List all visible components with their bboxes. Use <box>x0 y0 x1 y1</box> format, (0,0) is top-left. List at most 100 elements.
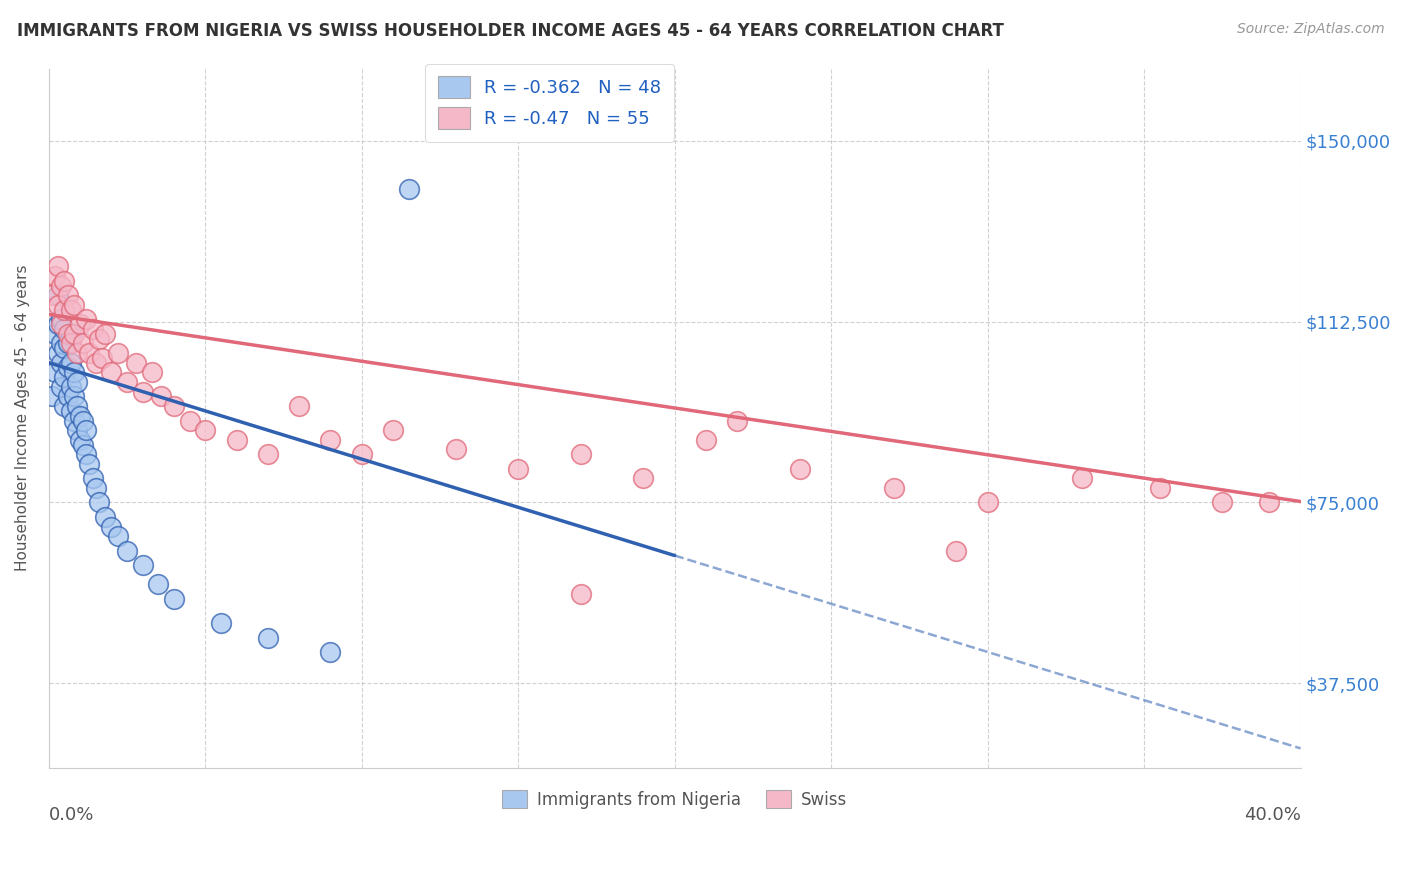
Point <box>56 389 79 403</box>
Point <box>56 336 79 351</box>
Point <box>59 302 82 317</box>
Point <box>107 346 129 360</box>
Point <box>51 312 73 326</box>
Legend: Immigrants from Nigeria, Swiss: Immigrants from Nigeria, Swiss <box>495 784 853 815</box>
Point <box>87 332 110 346</box>
Point <box>69 317 91 331</box>
Point <box>569 447 592 461</box>
Point <box>163 591 186 606</box>
Point <box>115 375 138 389</box>
Point <box>1211 495 1233 509</box>
Point <box>46 346 69 360</box>
Point <box>179 413 201 427</box>
Y-axis label: Householder Income Ages 45 - 64 years: Householder Income Ages 45 - 64 years <box>15 265 30 572</box>
Point <box>56 360 79 375</box>
Text: 0.0%: 0.0% <box>49 806 94 824</box>
Point <box>53 399 76 413</box>
Point <box>69 433 91 447</box>
Point <box>350 447 373 461</box>
Point <box>115 543 138 558</box>
Point <box>66 346 89 360</box>
Point <box>82 471 104 485</box>
Point <box>53 341 76 355</box>
Point <box>72 336 94 351</box>
Point <box>51 317 73 331</box>
Point <box>59 404 82 418</box>
Point <box>46 288 69 302</box>
Point <box>62 413 84 427</box>
Point <box>53 302 76 317</box>
Point <box>225 433 247 447</box>
Point <box>319 645 342 659</box>
Point <box>59 356 82 370</box>
Point <box>107 529 129 543</box>
Point <box>163 399 186 413</box>
Point <box>150 389 173 403</box>
Point <box>569 587 592 601</box>
Point <box>256 631 278 645</box>
Point <box>84 481 107 495</box>
Point <box>84 356 107 370</box>
Point <box>789 461 811 475</box>
Point <box>444 442 467 457</box>
Point <box>56 288 79 302</box>
Point <box>41 389 63 403</box>
Point <box>633 471 655 485</box>
Point <box>209 615 232 630</box>
Text: 40.0%: 40.0% <box>1244 806 1301 824</box>
Point <box>1070 471 1092 485</box>
Point <box>79 346 101 360</box>
Point <box>883 481 905 495</box>
Point <box>75 423 97 437</box>
Point <box>46 298 69 312</box>
Point <box>1149 481 1171 495</box>
Point <box>194 423 217 437</box>
Point <box>69 409 91 423</box>
Point <box>148 577 170 591</box>
Text: Source: ZipAtlas.com: Source: ZipAtlas.com <box>1237 22 1385 37</box>
Point <box>62 326 84 341</box>
Point <box>59 336 82 351</box>
Point <box>51 380 73 394</box>
Point <box>51 278 73 293</box>
Point <box>87 495 110 509</box>
Point <box>94 326 117 341</box>
Point <box>131 558 153 573</box>
Point <box>44 365 66 379</box>
Point <box>725 413 748 427</box>
Point <box>82 322 104 336</box>
Point <box>319 433 342 447</box>
Point <box>131 384 153 399</box>
Point <box>62 298 84 312</box>
Point <box>46 317 69 331</box>
Point <box>62 365 84 379</box>
Point <box>51 336 73 351</box>
Point <box>79 457 101 471</box>
Point <box>44 268 66 283</box>
Point <box>945 543 967 558</box>
Point <box>62 389 84 403</box>
Point <box>256 447 278 461</box>
Point <box>53 370 76 384</box>
Point <box>59 380 82 394</box>
Point <box>382 423 405 437</box>
Point <box>44 326 66 341</box>
Point <box>288 399 311 413</box>
Point <box>976 495 998 509</box>
Point <box>94 510 117 524</box>
Point <box>59 326 82 341</box>
Point <box>141 365 163 379</box>
Point <box>53 274 76 288</box>
Point <box>72 413 94 427</box>
Point <box>66 423 89 437</box>
Point <box>398 182 420 196</box>
Point <box>72 437 94 451</box>
Point <box>66 375 89 389</box>
Point <box>100 365 122 379</box>
Point <box>91 351 114 365</box>
Point <box>100 519 122 533</box>
Point <box>53 322 76 336</box>
Point <box>695 433 717 447</box>
Point <box>508 461 530 475</box>
Point <box>46 259 69 273</box>
